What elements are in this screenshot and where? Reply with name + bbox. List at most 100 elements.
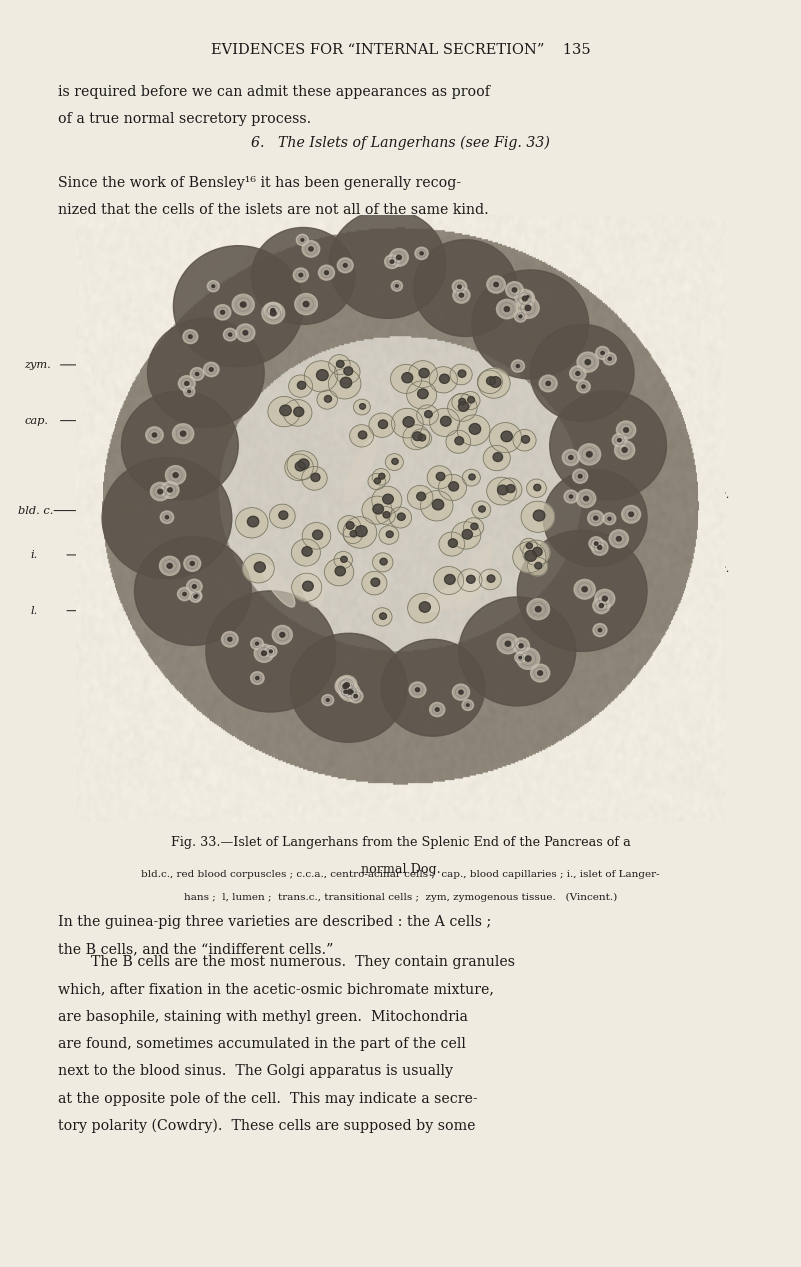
Text: hans ;  l, lumen ;  trans.c., transitional cells ;  zym, zymogenous tissue.   (V: hans ; l, lumen ; trans.c., transitional… bbox=[184, 893, 617, 902]
Circle shape bbox=[458, 370, 466, 378]
Circle shape bbox=[595, 589, 615, 608]
Circle shape bbox=[517, 298, 539, 318]
Circle shape bbox=[513, 430, 536, 451]
Circle shape bbox=[469, 474, 475, 480]
Circle shape bbox=[586, 452, 592, 457]
Circle shape bbox=[535, 563, 541, 569]
Circle shape bbox=[588, 511, 604, 526]
Text: nized that the cells of the islets are not all of the same kind.: nized that the cells of the islets are n… bbox=[58, 203, 489, 218]
Text: are found, sometimes accumulated in the part of the cell: are found, sometimes accumulated in the … bbox=[58, 1036, 466, 1052]
Circle shape bbox=[599, 603, 603, 608]
Circle shape bbox=[617, 536, 622, 541]
Text: c.c.a.: c.c.a. bbox=[687, 651, 718, 661]
Circle shape bbox=[362, 497, 392, 525]
Circle shape bbox=[251, 637, 264, 650]
Text: normal Dog.: normal Dog. bbox=[360, 863, 441, 875]
Circle shape bbox=[602, 597, 607, 601]
Circle shape bbox=[546, 381, 550, 385]
Circle shape bbox=[185, 381, 189, 385]
Circle shape bbox=[269, 504, 296, 528]
Circle shape bbox=[389, 507, 412, 528]
Circle shape bbox=[594, 516, 598, 519]
Circle shape bbox=[206, 590, 336, 712]
Circle shape bbox=[469, 423, 481, 435]
Circle shape bbox=[409, 361, 437, 388]
Circle shape bbox=[489, 423, 521, 452]
Circle shape bbox=[376, 507, 396, 525]
Circle shape bbox=[344, 691, 348, 693]
Circle shape bbox=[471, 523, 478, 530]
Circle shape bbox=[240, 302, 246, 307]
Circle shape bbox=[280, 405, 291, 416]
Circle shape bbox=[172, 423, 194, 443]
Circle shape bbox=[562, 450, 579, 465]
Circle shape bbox=[486, 376, 495, 385]
Circle shape bbox=[519, 315, 522, 318]
Circle shape bbox=[356, 526, 367, 537]
Circle shape bbox=[380, 613, 386, 620]
Text: trans. c.: trans. c. bbox=[682, 564, 730, 574]
Circle shape bbox=[461, 392, 480, 409]
Circle shape bbox=[298, 459, 309, 469]
Ellipse shape bbox=[301, 565, 324, 607]
Circle shape bbox=[598, 628, 602, 632]
Circle shape bbox=[601, 351, 604, 355]
Text: zym.: zym. bbox=[692, 677, 718, 687]
Text: Since the work of Bensley¹⁶ it has been generally recog-: Since the work of Bensley¹⁶ it has been … bbox=[58, 176, 461, 190]
Circle shape bbox=[464, 518, 484, 537]
Circle shape bbox=[584, 497, 589, 500]
Circle shape bbox=[457, 285, 461, 289]
Circle shape bbox=[166, 466, 186, 484]
Circle shape bbox=[419, 602, 430, 612]
Circle shape bbox=[302, 466, 327, 490]
Circle shape bbox=[353, 399, 370, 414]
Circle shape bbox=[380, 559, 387, 565]
Circle shape bbox=[190, 561, 195, 565]
Circle shape bbox=[350, 531, 357, 537]
Circle shape bbox=[396, 255, 401, 260]
Circle shape bbox=[448, 394, 477, 421]
Circle shape bbox=[373, 504, 384, 514]
Circle shape bbox=[472, 270, 589, 379]
Circle shape bbox=[269, 650, 272, 653]
Circle shape bbox=[295, 294, 317, 314]
Circle shape bbox=[446, 431, 471, 454]
Circle shape bbox=[340, 378, 352, 388]
Circle shape bbox=[603, 513, 616, 525]
Circle shape bbox=[598, 546, 602, 550]
Circle shape bbox=[340, 683, 360, 701]
Text: bld. c.: bld. c. bbox=[18, 506, 53, 516]
Circle shape bbox=[372, 608, 392, 626]
Circle shape bbox=[336, 360, 344, 367]
Circle shape bbox=[372, 469, 390, 485]
Text: 6.   The Islets of Langerhans (see Fig. 33): 6. The Islets of Langerhans (see Fig. 33… bbox=[251, 136, 550, 150]
Text: cap.: cap. bbox=[24, 416, 48, 426]
Circle shape bbox=[390, 260, 394, 264]
Circle shape bbox=[316, 370, 328, 380]
Circle shape bbox=[617, 421, 636, 438]
Circle shape bbox=[344, 683, 349, 688]
Circle shape bbox=[374, 478, 380, 484]
Circle shape bbox=[497, 478, 522, 500]
Circle shape bbox=[248, 516, 259, 527]
Circle shape bbox=[322, 694, 334, 706]
Circle shape bbox=[180, 431, 186, 436]
Circle shape bbox=[338, 516, 360, 537]
Circle shape bbox=[514, 310, 526, 322]
Circle shape bbox=[192, 584, 196, 588]
Circle shape bbox=[501, 431, 513, 442]
Circle shape bbox=[425, 411, 433, 418]
Circle shape bbox=[222, 631, 238, 647]
Circle shape bbox=[303, 582, 313, 590]
Circle shape bbox=[549, 392, 666, 500]
Circle shape bbox=[102, 457, 231, 579]
Circle shape bbox=[519, 656, 521, 659]
Circle shape bbox=[462, 699, 473, 711]
Circle shape bbox=[591, 540, 608, 555]
Circle shape bbox=[467, 575, 475, 583]
Circle shape bbox=[299, 274, 303, 276]
Circle shape bbox=[146, 427, 163, 443]
Circle shape bbox=[358, 431, 367, 438]
Circle shape bbox=[280, 632, 285, 637]
Circle shape bbox=[516, 365, 520, 367]
